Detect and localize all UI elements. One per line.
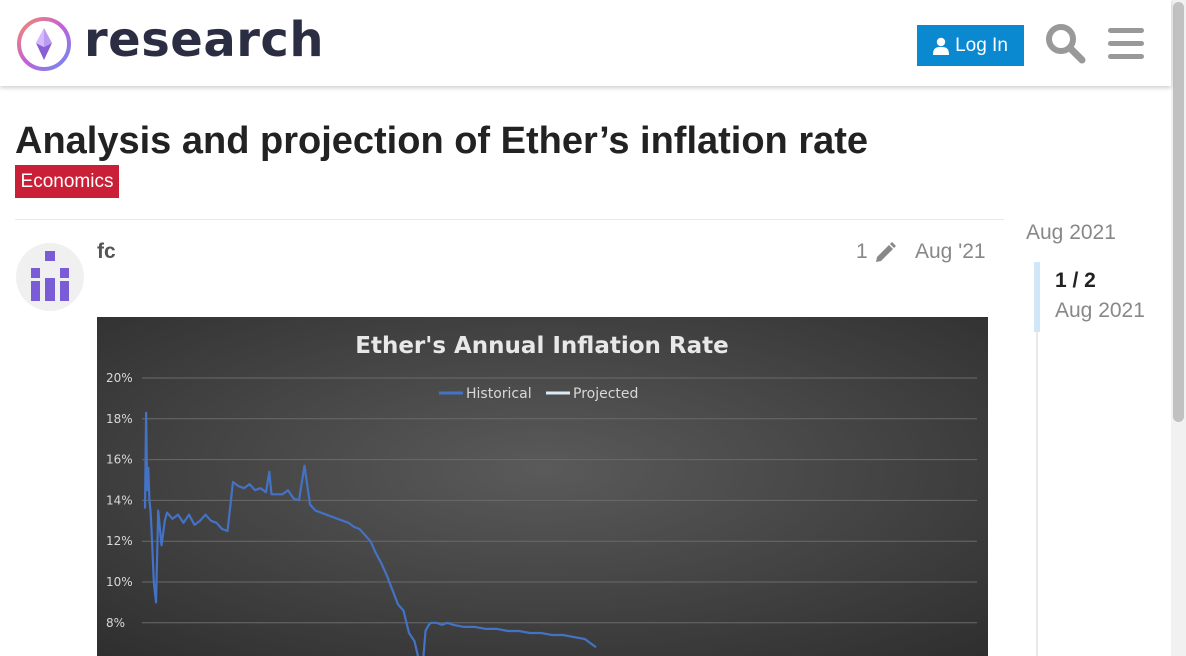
timeline-track xyxy=(1036,262,1038,656)
login-label: Log In xyxy=(955,34,1008,56)
post-date[interactable]: Aug '21 xyxy=(915,240,986,263)
y-tick-label: 18% xyxy=(106,412,133,426)
timeline-position[interactable]: 1 / 2 xyxy=(1055,269,1096,292)
chart-title: Ether's Annual Inflation Rate xyxy=(355,333,728,359)
user-icon xyxy=(933,37,950,55)
search-button[interactable] xyxy=(1044,22,1086,64)
hamburger-icon xyxy=(1108,28,1144,59)
ethresearch-logo-icon xyxy=(17,17,71,71)
site-header: research Log In xyxy=(0,0,1171,86)
inflation-chart-image[interactable]: Ether's Annual Inflation Rate 20% 18% 16% 1… xyxy=(97,317,988,656)
category-badge[interactable]: Economics xyxy=(15,165,119,198)
y-tick-label: 14% xyxy=(106,493,133,507)
legend-projected-label: Projected xyxy=(573,386,638,402)
avatar-pattern-icon xyxy=(31,251,69,301)
site-logo[interactable]: research xyxy=(16,12,324,74)
y-tick-label: 20% xyxy=(106,371,133,385)
series-historical-line xyxy=(143,411,597,656)
y-tick-label: 8% xyxy=(106,616,125,630)
y-tick-label: 10% xyxy=(106,575,133,589)
edit-count[interactable]: 1 xyxy=(856,240,868,263)
inflation-chart: Ether's Annual Inflation Rate 20% 18% 16% 1… xyxy=(97,317,988,656)
timeline-start-date[interactable]: Aug 2021 xyxy=(1026,221,1116,244)
timeline-handle[interactable] xyxy=(1034,262,1040,332)
hamburger-menu-button[interactable] xyxy=(1106,24,1146,64)
post-author[interactable]: fc xyxy=(97,240,116,263)
avatar[interactable] xyxy=(16,243,84,311)
y-tick-label: 16% xyxy=(106,453,133,467)
chart-y-ticks: 20% 18% 16% 14% 12% 10% 8% xyxy=(106,371,133,630)
chart-grid xyxy=(142,377,977,624)
login-button[interactable]: Log In xyxy=(917,25,1024,66)
chart-legend: Historical Projected xyxy=(439,386,638,402)
topic-divider xyxy=(15,219,1004,220)
timeline-current-date: Aug 2021 xyxy=(1055,299,1145,322)
search-icon xyxy=(1046,24,1086,64)
pencil-icon[interactable] xyxy=(873,241,897,265)
chart-background xyxy=(97,317,988,656)
topic-title[interactable]: Analysis and projection of Ether’s infla… xyxy=(15,120,869,162)
logo-text: research xyxy=(84,12,325,68)
scrollbar-thumb[interactable] xyxy=(1173,2,1184,422)
legend-historical-label: Historical xyxy=(466,386,532,402)
y-tick-label: 12% xyxy=(106,534,133,548)
